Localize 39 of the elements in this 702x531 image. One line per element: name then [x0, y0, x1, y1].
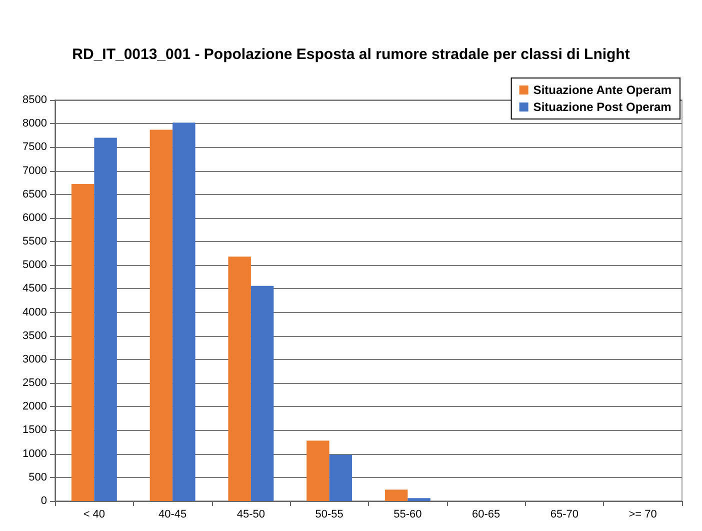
x-tick-label: 40-45	[158, 508, 187, 520]
x-tick-label: 55-60	[394, 508, 422, 520]
chart-title: RD_IT_0013_001 - Popolazione Esposta al rumore stradale per classi di Lnight	[72, 46, 630, 63]
y-tick-label: 5000	[22, 259, 47, 272]
bar	[384, 490, 408, 501]
x-tick-label: 50-55	[315, 508, 344, 520]
y-tick-label: 6000	[22, 212, 47, 224]
x-tick-label: >= 70	[628, 508, 657, 520]
bar	[329, 454, 352, 501]
bar	[408, 498, 430, 501]
y-tick-label: 2000	[22, 400, 47, 413]
y-tick-label: 7000	[22, 164, 47, 177]
bar	[94, 138, 117, 501]
y-tick-label: 3500	[22, 330, 47, 342]
x-tick-label: 60-65	[472, 508, 500, 520]
y-tick-label: 4000	[22, 306, 47, 318]
bar	[172, 122, 196, 501]
bar	[71, 184, 94, 501]
y-tick-label: 7500	[22, 141, 47, 154]
y-tick-label: 1500	[22, 424, 47, 436]
y-tick-label: 8000	[22, 118, 47, 130]
bar	[228, 256, 251, 501]
legend-label: Situazione Ante Operam	[533, 83, 672, 97]
y-tick-label: 3000	[22, 353, 47, 366]
x-tick-label: 45-50	[236, 508, 266, 520]
bar	[306, 440, 330, 501]
y-tick-label: 4500	[22, 282, 47, 295]
x-tick-label: 65-70	[550, 508, 579, 520]
y-tick-label: 1000	[22, 448, 47, 460]
bar	[150, 130, 173, 501]
y-tick-label: 6500	[22, 188, 47, 200]
x-tick-label: < 40	[83, 508, 106, 520]
y-tick-label: 0	[40, 495, 47, 507]
bar	[250, 286, 274, 501]
y-tick-label: 5500	[22, 236, 47, 248]
legend-label: Situazione Post Operam	[533, 100, 672, 114]
y-tick-label: 500	[28, 471, 47, 484]
y-tick-label: 2500	[22, 377, 47, 390]
y-tick-label: 8500	[22, 94, 47, 106]
